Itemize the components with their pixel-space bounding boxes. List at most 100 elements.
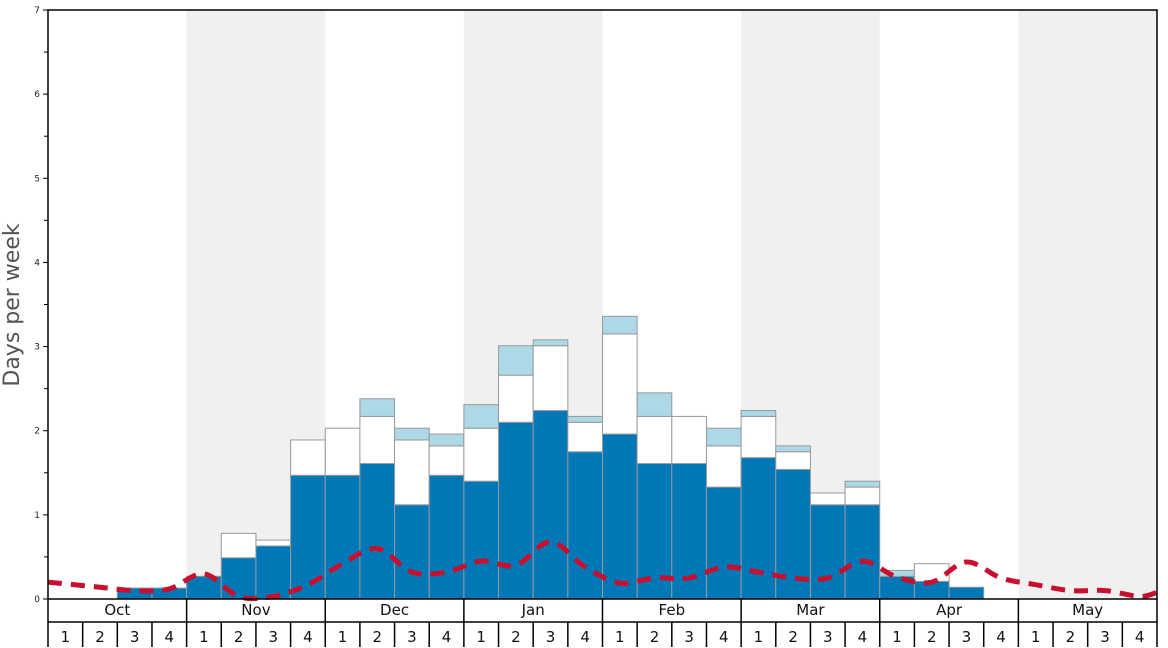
bar-segment <box>567 415 603 423</box>
bar-segment <box>809 492 846 506</box>
week-label: 4 <box>858 628 868 646</box>
y-tick-label: 6 <box>34 90 40 100</box>
week-label: 2 <box>95 628 105 646</box>
week-label: 3 <box>268 628 278 646</box>
month-label-nov: Nov <box>241 601 270 619</box>
week-label: 3 <box>684 628 694 646</box>
x-axis: Oct Nov Dec Jan Feb Mar Apr May 1 2 3 4 1 2 3 4 1 2 3 4 1 2 3 4… <box>47 599 1158 647</box>
week-label: 4 <box>303 628 313 646</box>
month-label-mar: Mar <box>796 601 825 619</box>
bar-segment <box>636 392 673 417</box>
bar-segment <box>394 504 430 600</box>
bar-segment <box>602 333 638 435</box>
month-label-feb: Feb <box>659 601 686 619</box>
week-label: 4 <box>719 628 729 646</box>
bar-segment <box>809 504 846 600</box>
y-axis: 0 1 2 3 4 5 6 7 <box>34 6 48 605</box>
bar-segment <box>636 415 673 465</box>
y-tick-label: 7 <box>34 6 40 16</box>
y-tick-label: 4 <box>34 258 40 268</box>
bar-segment <box>324 427 361 476</box>
y-tick-label: 5 <box>34 174 40 184</box>
week-label: 4 <box>580 628 590 646</box>
week-label: 2 <box>927 628 937 646</box>
month-label-jan: Jan <box>521 601 545 619</box>
y-tick-label: 3 <box>34 343 40 353</box>
week-label: 3 <box>130 628 140 646</box>
bar-segment <box>532 339 569 347</box>
bar-segment <box>255 545 292 600</box>
month-label-oct: Oct <box>104 601 130 619</box>
bar-segment <box>671 415 707 465</box>
week-label: 1 <box>754 628 764 646</box>
week-label: 2 <box>1066 628 1076 646</box>
bar-segment <box>705 486 742 600</box>
bar-segment <box>498 421 534 600</box>
bar-segment <box>567 421 603 453</box>
week-label: 1 <box>892 628 902 646</box>
bar-segment <box>705 445 742 488</box>
bar-segment <box>394 427 430 441</box>
bar-segment <box>394 439 430 506</box>
bar-segment <box>740 415 777 459</box>
week-label: 2 <box>650 628 660 646</box>
week-label: 4 <box>165 628 175 646</box>
bar-segment <box>602 433 638 600</box>
trend-line-layer <box>47 539 1158 602</box>
month-label-dec: Dec <box>380 601 409 619</box>
bar-segment <box>498 374 534 423</box>
bar-segment <box>498 345 534 376</box>
week-label: 4 <box>442 628 452 646</box>
bar-segment <box>428 445 465 476</box>
bar-segment <box>532 345 569 412</box>
trend-line <box>47 539 1158 602</box>
week-label: 3 <box>407 628 417 646</box>
bar-segment <box>359 398 396 417</box>
week-label: 2 <box>234 628 244 646</box>
bar-segment <box>255 539 292 547</box>
bar-segment <box>775 451 811 470</box>
week-label: 3 <box>546 628 556 646</box>
week-label: 3 <box>962 628 972 646</box>
bar-segment <box>705 427 742 447</box>
week-label: 1 <box>61 628 71 646</box>
week-label: 4 <box>1135 628 1145 646</box>
bar-segment <box>463 427 500 482</box>
month-label-may: May <box>1072 601 1103 619</box>
bar-segment <box>463 404 500 429</box>
bar-segment <box>463 480 500 600</box>
bar-segment <box>290 439 326 476</box>
month-band-may <box>1018 10 1157 599</box>
bar-segment <box>220 532 257 559</box>
week-label: 1 <box>199 628 209 646</box>
week-label: 2 <box>372 628 382 646</box>
week-label: 1 <box>338 628 348 646</box>
month-label-apr: Apr <box>936 601 963 619</box>
bar-segment <box>359 463 396 600</box>
bar-segment <box>948 586 985 600</box>
y-tick-label: 0 <box>34 595 40 605</box>
week-label: 2 <box>511 628 521 646</box>
bar-segment <box>844 480 881 488</box>
week-label: 1 <box>1031 628 1041 646</box>
bar-segment <box>740 457 777 600</box>
bar-segment <box>428 474 465 600</box>
bar-segment <box>220 557 257 600</box>
bar-segment <box>359 415 396 465</box>
bar-segment <box>844 504 881 600</box>
bar-segment <box>532 410 569 600</box>
bar-segment <box>844 486 881 506</box>
plot-frame <box>47 9 1158 600</box>
bar-segment <box>775 445 811 453</box>
week-label: 3 <box>823 628 833 646</box>
week-label: 4 <box>996 628 1006 646</box>
week-label: 1 <box>615 628 625 646</box>
bar-segment <box>324 474 361 600</box>
week-label: 3 <box>1100 628 1110 646</box>
month-bands <box>186 10 1157 599</box>
week-label: 1 <box>476 628 486 646</box>
y-axis-label: Days per week <box>0 223 25 386</box>
y-tick-label: 2 <box>34 427 40 437</box>
bars <box>116 315 985 600</box>
